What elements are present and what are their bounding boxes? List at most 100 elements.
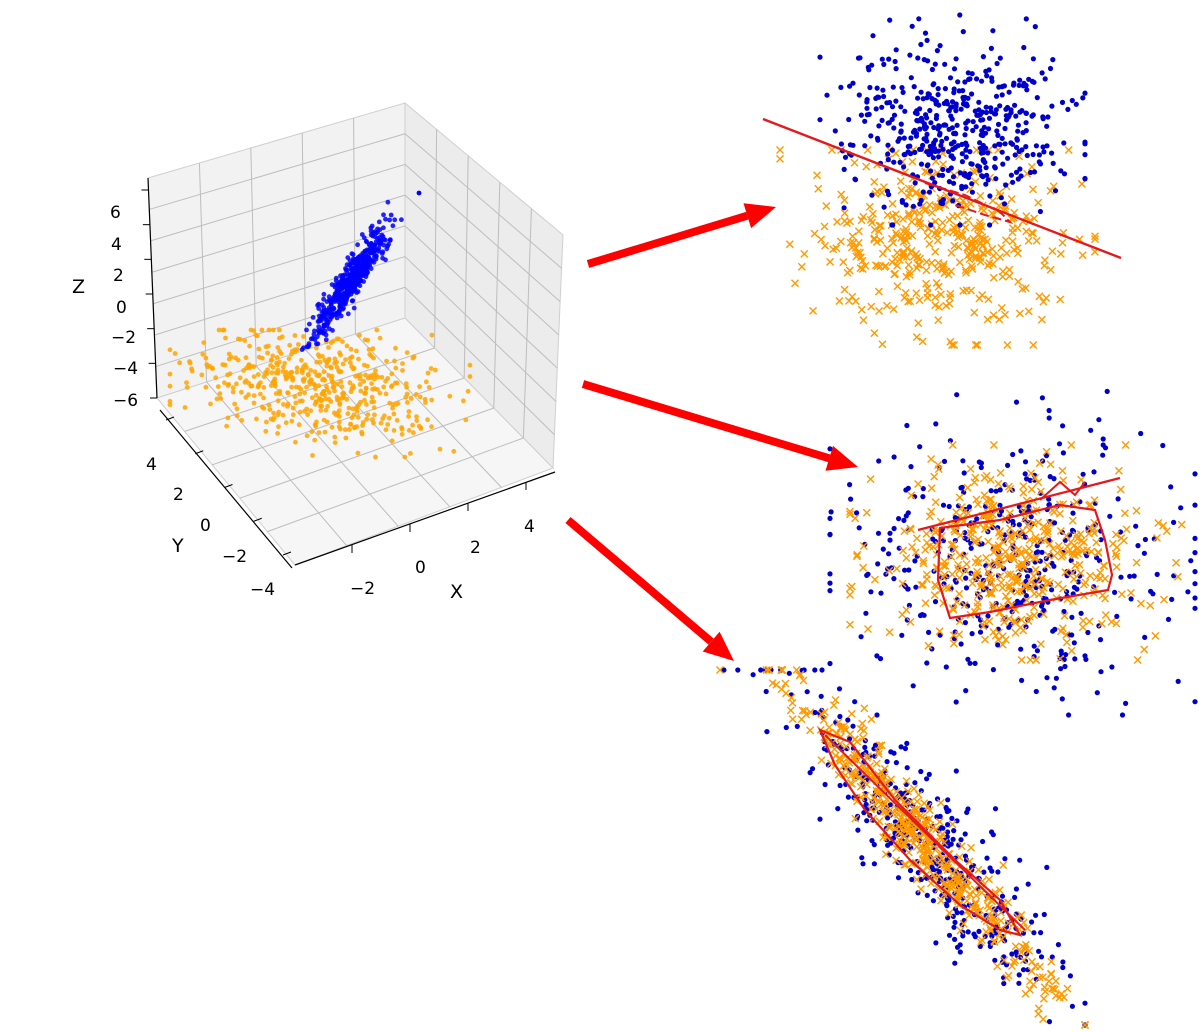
orange-series-3d <box>167 327 473 460</box>
orange-point <box>980 491 989 500</box>
orange-point <box>947 552 956 561</box>
decision-boundary-segment <box>924 182 1014 224</box>
orange-point <box>304 384 309 390</box>
orange-point <box>293 439 298 445</box>
orange-point <box>988 906 997 915</box>
orange-point <box>976 191 985 200</box>
blue-point <box>416 190 422 196</box>
orange-point <box>294 365 300 371</box>
blue-point <box>962 535 968 541</box>
orange-point <box>967 247 976 256</box>
blue-point <box>869 192 875 198</box>
blue-point <box>934 48 941 54</box>
orange-point <box>976 239 985 248</box>
blue-point <box>896 545 902 551</box>
blue-point <box>386 241 391 247</box>
blue-point <box>1112 589 1118 596</box>
orange-point <box>852 252 861 261</box>
blue-point <box>1033 912 1039 918</box>
blue-point <box>973 124 979 130</box>
blue-point <box>1066 712 1072 718</box>
orange-point <box>360 423 365 428</box>
blue-point <box>1027 567 1033 574</box>
orange-point <box>867 302 876 311</box>
blue-point <box>863 802 869 809</box>
orange-point <box>289 351 294 357</box>
orange-point <box>937 225 946 234</box>
blue-point <box>1109 664 1115 670</box>
orange-point <box>901 225 910 233</box>
orange-point <box>940 570 949 579</box>
orange-point <box>465 388 471 394</box>
orange-point <box>259 355 265 361</box>
orange-point <box>1091 232 1099 241</box>
orange-point <box>1101 594 1110 603</box>
blue-point <box>929 66 936 73</box>
orange-point <box>970 572 979 581</box>
blue-point <box>1051 685 1057 691</box>
orange-point <box>910 784 918 793</box>
orange-point <box>921 599 930 608</box>
blue-point <box>1023 110 1029 116</box>
blue-point <box>933 421 939 427</box>
blue-point <box>310 335 316 341</box>
orange-point <box>1019 626 1028 635</box>
blue-point <box>1100 452 1106 458</box>
blue-point <box>904 422 910 429</box>
blue-point <box>909 876 915 883</box>
blue-point <box>943 806 950 812</box>
orange-point <box>879 807 888 816</box>
orange-point <box>394 417 400 423</box>
blue-point <box>988 45 995 52</box>
orange-point <box>1031 565 1040 574</box>
blue-point <box>1039 70 1045 76</box>
orange-point <box>988 245 997 253</box>
orange-point <box>969 525 977 534</box>
orange-point <box>373 372 379 378</box>
orange-point <box>251 400 257 406</box>
orange-point <box>365 337 371 343</box>
blue-point <box>948 141 955 147</box>
orange-point <box>343 435 349 441</box>
orange-point <box>962 882 971 891</box>
orange-point <box>296 342 301 347</box>
orange-point <box>1018 285 1027 293</box>
orange-point <box>939 160 948 169</box>
blue-point <box>1072 656 1078 662</box>
orange-point <box>1046 186 1055 195</box>
orange-point <box>917 885 925 894</box>
blue-point <box>976 459 982 465</box>
arrow-shaft <box>586 211 749 268</box>
blue-point <box>1030 112 1036 118</box>
orange-point <box>1013 224 1022 233</box>
orange-point <box>1034 198 1043 207</box>
orange-point <box>961 566 970 575</box>
blue-point <box>1070 510 1076 516</box>
orange-point <box>292 333 298 338</box>
blue-point <box>984 73 990 79</box>
blue-point <box>962 831 968 837</box>
orange-point <box>966 532 975 541</box>
orange-point <box>373 368 378 374</box>
orange-point <box>208 401 213 407</box>
orange-point <box>1086 571 1095 580</box>
blue-point <box>928 120 934 126</box>
blue-point <box>875 530 882 536</box>
blue-point <box>992 957 998 963</box>
orange-point <box>970 885 979 894</box>
blue-point <box>931 81 937 87</box>
blue-point <box>1042 567 1048 573</box>
blue-point <box>368 266 374 271</box>
blue-point <box>855 827 861 833</box>
blue-point <box>879 117 885 123</box>
orange-point <box>325 403 330 409</box>
orange-point <box>375 387 380 392</box>
orange-point <box>858 256 867 265</box>
orange-point <box>1021 989 1030 998</box>
blue-point <box>385 199 391 205</box>
orange-point <box>390 402 396 407</box>
orange-point <box>970 223 979 232</box>
blue-point <box>915 95 921 101</box>
orange-point <box>461 398 466 404</box>
orange-point <box>370 417 375 422</box>
